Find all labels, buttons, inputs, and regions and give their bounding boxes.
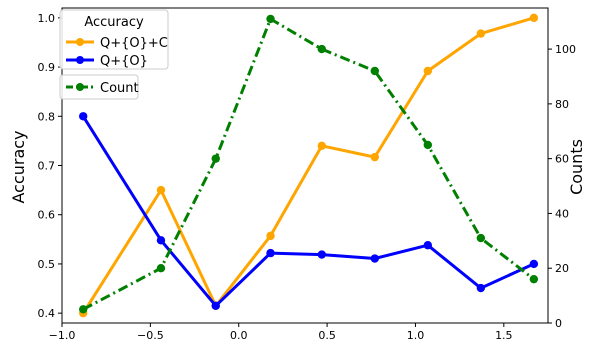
- x-tick-label: 1.5: [495, 329, 513, 340]
- right-tick-label: 20: [555, 262, 569, 275]
- legend-label: Q+{O}+C: [100, 36, 168, 51]
- data-point-count: [529, 274, 539, 284]
- data-point-q-o-c: [423, 66, 433, 76]
- right-y-axis: 0 20 40 60 80 100: [548, 43, 576, 330]
- data-point-q-o: [156, 236, 166, 245]
- legend-accuracy: Accuracy Q+{O}+C Q+{O}: [59, 9, 169, 70]
- legend-label: Count: [100, 81, 139, 96]
- left-tick-label: 0.4: [38, 307, 56, 320]
- data-point-q-o-c: [529, 13, 539, 23]
- data-point-q-o: [370, 254, 380, 263]
- legend-count: Count: [59, 74, 139, 100]
- data-point-count: [211, 154, 220, 163]
- left-tick-label: 0.5: [38, 258, 56, 271]
- data-point-q-o-c: [317, 141, 326, 151]
- x-tick-label: 0.0: [230, 329, 248, 340]
- legend-marker: [76, 83, 84, 91]
- right-tick-label: 60: [555, 153, 569, 166]
- left-tick-label: 0.6: [38, 209, 56, 222]
- legend-box: [59, 74, 139, 100]
- x-tick-label: −0.5: [137, 329, 164, 340]
- right-tick-label: 100: [555, 43, 576, 56]
- x-tick-label: 0.5: [318, 329, 336, 340]
- data-point-count: [476, 233, 486, 243]
- legend-title: Accuracy: [84, 15, 144, 30]
- legend-marker: [76, 38, 84, 46]
- left-tick-label: 0.7: [38, 160, 56, 173]
- legend-box: [59, 9, 169, 70]
- left-axis-label: Accuracy: [9, 130, 28, 203]
- data-point-count: [156, 264, 166, 273]
- series-layer: [79, 13, 539, 318]
- data-point-q-o: [79, 112, 88, 121]
- left-tick-label: 0.8: [38, 110, 56, 123]
- data-point-count: [423, 140, 433, 150]
- series-line-count: [82, 17, 535, 311]
- data-point-count: [79, 305, 88, 314]
- right-axis-label: Counts: [567, 139, 586, 195]
- x-axis: −1.0 −0.5 0.0 0.5 1.0 1.5: [49, 323, 513, 340]
- data-point-q-o: [211, 301, 220, 310]
- data-point-q-o: [266, 248, 275, 258]
- data-point-q-o: [423, 241, 433, 250]
- right-tick-label: 0: [555, 317, 562, 330]
- x-tick-label: −1.0: [49, 329, 76, 340]
- right-tick-label: 80: [555, 98, 569, 111]
- data-point-q-o: [476, 283, 486, 293]
- data-point-q-o: [529, 259, 539, 269]
- data-point-count: [317, 44, 326, 54]
- data-point-q-o: [317, 250, 326, 259]
- left-tick-label: 0.9: [38, 61, 56, 74]
- data-point-q-o-c: [476, 29, 486, 38]
- left-tick-label: 1.0: [38, 12, 56, 25]
- data-point-q-o-c: [156, 185, 166, 195]
- legend-marker: [76, 56, 84, 64]
- right-tick-label: 40: [555, 207, 569, 220]
- left-y-axis: 0.4 0.5 0.6 0.7 0.8 0.9 1.0: [38, 12, 62, 320]
- data-point-count: [266, 14, 275, 24]
- data-point-count: [370, 66, 380, 76]
- legend-label: Q+{O}: [100, 54, 148, 69]
- data-point-q-o-c: [370, 152, 380, 162]
- data-point-q-o-c: [266, 231, 275, 241]
- x-tick-label: 1.0: [407, 329, 425, 340]
